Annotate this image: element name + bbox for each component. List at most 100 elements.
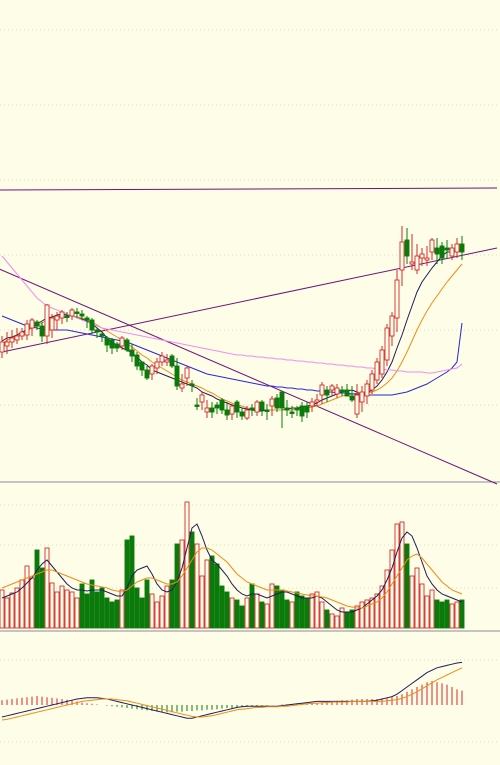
volume-bar xyxy=(384,569,390,629)
volume-bar xyxy=(209,555,215,629)
candle-body xyxy=(459,243,465,253)
volume-bar xyxy=(419,583,425,629)
candle-body xyxy=(314,399,320,403)
candle-body xyxy=(129,349,135,357)
candle-body xyxy=(39,325,45,337)
volume-bar xyxy=(354,605,360,629)
candle-body xyxy=(104,337,110,346)
volume-bar xyxy=(169,579,175,629)
candle-body xyxy=(329,385,335,391)
volume-bar xyxy=(109,601,115,629)
candle-body xyxy=(239,411,245,417)
candle-body xyxy=(169,355,175,367)
volume-bar xyxy=(329,613,335,629)
volume-bar xyxy=(434,599,440,629)
candle-body xyxy=(164,359,170,363)
candle-body xyxy=(139,361,145,371)
candle-body xyxy=(354,394,360,415)
macd-panel xyxy=(1,661,463,721)
candle-body xyxy=(339,389,345,392)
volume-bar xyxy=(164,585,170,629)
candle-body xyxy=(389,315,395,337)
volume-bar xyxy=(94,591,100,629)
candle-body xyxy=(299,405,305,417)
candle-body xyxy=(364,383,370,397)
volume-bar xyxy=(84,593,90,629)
price-ma-line-2 xyxy=(1,263,463,411)
candle-body xyxy=(74,311,80,314)
volume-bar xyxy=(324,609,330,629)
volume-bar xyxy=(4,597,10,629)
volume-bar xyxy=(424,595,430,629)
candle-body xyxy=(254,401,260,413)
volume-bar xyxy=(359,601,365,629)
candle-body xyxy=(414,255,420,271)
candle-body xyxy=(119,337,125,347)
candle-body xyxy=(64,315,70,318)
volume-bar xyxy=(254,593,260,629)
candle-body xyxy=(189,383,195,386)
candle-body xyxy=(309,401,315,407)
volume-bar xyxy=(199,575,205,629)
volume-bar xyxy=(459,599,465,629)
candle-body xyxy=(199,394,205,403)
volume-bar xyxy=(349,609,355,629)
candle-body xyxy=(149,365,155,375)
volume-bar xyxy=(439,601,445,629)
candle-body xyxy=(159,355,165,363)
candle-body xyxy=(259,401,265,411)
volume-bar xyxy=(134,587,140,629)
candle-body xyxy=(29,319,35,329)
candle-body xyxy=(124,339,130,351)
candle-body xyxy=(324,389,330,396)
price-ma-line-4 xyxy=(1,255,463,374)
volume-bar xyxy=(304,597,310,629)
volume-bar xyxy=(414,567,420,629)
volume-bar xyxy=(214,563,220,629)
candle-body xyxy=(194,404,200,407)
volume-bar xyxy=(139,597,145,629)
volume-bar xyxy=(204,559,210,629)
candle-body xyxy=(94,329,100,333)
candle-body xyxy=(454,243,460,253)
volume-bar xyxy=(299,595,305,629)
price-ma-line-3 xyxy=(1,315,463,396)
candle-body xyxy=(49,317,55,331)
volume-bar xyxy=(264,603,270,629)
candle-body xyxy=(209,407,215,413)
candle-body xyxy=(24,323,30,336)
candle-body xyxy=(449,247,455,257)
candle-body xyxy=(154,361,160,369)
volume-bar xyxy=(269,583,275,629)
candle-body xyxy=(279,391,285,409)
candle-body xyxy=(89,319,95,331)
candle-body xyxy=(229,405,235,415)
volume-bar xyxy=(104,597,110,629)
candle-body xyxy=(269,398,275,407)
candle-body xyxy=(224,409,230,416)
volume-bar xyxy=(99,587,105,629)
volume-bar xyxy=(29,577,35,629)
volume-bar xyxy=(89,579,95,629)
candle-body xyxy=(369,373,375,391)
volume-bar xyxy=(234,599,240,629)
candle-body xyxy=(59,311,65,319)
volume-bar xyxy=(314,591,320,629)
volume-bar xyxy=(154,601,160,629)
volume-bar xyxy=(229,597,235,629)
candle-body xyxy=(264,409,270,412)
candle-body xyxy=(274,397,280,409)
volume-bar xyxy=(374,593,380,629)
volume-panel xyxy=(0,501,465,629)
volume-bar xyxy=(284,599,290,629)
candle-body xyxy=(214,404,220,409)
candle-body xyxy=(34,321,40,327)
volume-bar xyxy=(259,601,265,629)
candle-body xyxy=(404,239,410,257)
volume-bar xyxy=(179,539,185,629)
candle-body xyxy=(379,349,385,375)
volume-ma-line-2 xyxy=(1,547,463,609)
volume-bar xyxy=(399,521,405,629)
volume-bar xyxy=(24,565,30,629)
